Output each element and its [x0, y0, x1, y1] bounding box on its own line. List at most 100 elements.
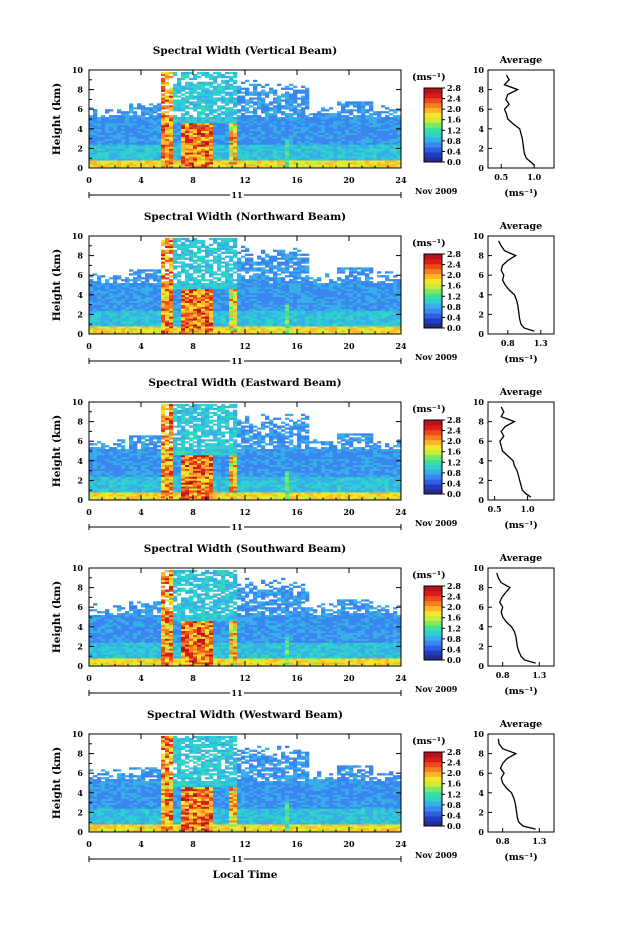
colorbar-swatch [424, 323, 442, 329]
colorbar-tick-label: 2.4 [447, 426, 461, 436]
average-x-tick-label: 0.8 [501, 338, 515, 348]
y-tick-label: 8 [77, 749, 83, 759]
heatmap-field [89, 403, 402, 501]
y-tick-label: 8 [77, 251, 83, 261]
colorbar-swatch [424, 283, 442, 289]
x-tick-label: 24 [395, 341, 407, 351]
colorbar-tick-label: 2.0 [447, 436, 461, 446]
average-x-tick-label: 1.0 [527, 172, 541, 182]
average-x-label: (ms⁻¹) [504, 354, 538, 365]
colorbar-swatch [424, 615, 442, 621]
colorbar-swatch [424, 655, 442, 661]
colorbar-swatch [424, 449, 442, 455]
average-x-tick-label: 1.3 [532, 670, 546, 680]
colorbar-swatch [424, 434, 442, 441]
average-title: Average [499, 55, 542, 66]
colorbar-unit: (ms⁻¹) [412, 570, 446, 581]
heatmap-field [89, 735, 402, 833]
colorbar-unit: (ms⁻¹) [412, 72, 446, 83]
colorbar-swatch [424, 650, 442, 656]
y-tick-label: 2 [77, 143, 83, 153]
x-tick-label: 24 [395, 673, 407, 683]
colorbar-tick-label: 0.0 [447, 489, 461, 499]
colorbar-swatch [424, 586, 442, 592]
colorbar-swatch [424, 273, 442, 280]
average-y-tick-label: 6 [478, 768, 484, 778]
colorbar-swatch [424, 112, 442, 118]
x-tick-label: 8 [190, 507, 196, 517]
average-y-tick-label: 8 [478, 417, 484, 427]
colorbar-swatch [424, 117, 442, 123]
colorbar-swatch [424, 429, 442, 436]
colorbar-tick-label: 2.8 [447, 83, 461, 93]
average-y-tick-label: 0 [478, 495, 484, 505]
colorbar-frame [423, 253, 443, 329]
x-tick-label: 4 [138, 507, 144, 517]
y-tick-label: 8 [77, 583, 83, 593]
y-tick-label: 10 [72, 729, 84, 739]
colorbar-tick-label: 2.8 [447, 581, 461, 591]
colorbar: 0.00.40.81.21.62.02.42.8(ms⁻¹) [412, 72, 461, 167]
colorbar-swatch [424, 102, 442, 109]
average-frame [487, 401, 555, 501]
average-title: Average [499, 719, 542, 730]
y-tick-label: 2 [77, 475, 83, 485]
y-tick-label: 6 [77, 602, 83, 612]
colorbar-swatch [424, 479, 442, 485]
x-tick-label: 20 [343, 175, 355, 185]
average-line [499, 406, 532, 498]
average-title: Average [499, 553, 542, 564]
average-profile: Average 0 2 4 6 8 10 0.8 1.3 (ms⁻¹) [473, 221, 555, 365]
date-label: Nov 2009 [415, 518, 458, 528]
colorbar-tick-label: 2.8 [447, 249, 461, 259]
x-tick-label: 0 [86, 673, 92, 683]
colorbar-tick-label: 0.8 [447, 136, 461, 146]
date-label: Nov 2009 [415, 850, 458, 860]
average-y-tick-label: 10 [473, 65, 485, 75]
panel-3: Spectral Width (Eastward Beam)0246810Hei… [51, 377, 555, 532]
colorbar-swatch [424, 781, 442, 787]
colorbar-tick-label: 2.0 [447, 270, 461, 280]
x-tick-label: 0 [86, 507, 92, 517]
colorbar-tick-label: 2.0 [447, 104, 461, 114]
y-tick-label: 4 [77, 290, 83, 300]
colorbar-swatch [424, 137, 442, 143]
day-label: 11 [231, 356, 242, 366]
average-frame [487, 235, 555, 335]
colorbar-swatch [424, 424, 442, 431]
x-axis-label: Local Time [213, 869, 278, 881]
colorbar-swatch [424, 489, 442, 495]
average-line [497, 738, 536, 830]
colorbar: 0.00.40.81.21.62.02.42.8(ms⁻¹) [412, 736, 461, 831]
colorbar-swatch [424, 640, 442, 646]
colorbar-tick-label: 1.6 [447, 779, 461, 789]
average-profile: Average 0 2 4 6 8 10 0.8 1.3 (ms⁻¹) [473, 719, 555, 863]
colorbar-tick-label: 0.0 [447, 157, 461, 167]
colorbar-tick-label: 0.0 [447, 655, 461, 665]
colorbar-swatch [424, 816, 442, 822]
colorbar-swatch [424, 776, 442, 782]
x-tick-label: 8 [190, 341, 196, 351]
colorbar-swatch [424, 258, 442, 265]
colorbar-swatch [424, 454, 442, 460]
colorbar-swatch [424, 595, 442, 602]
colorbar-swatch [424, 288, 442, 294]
colorbar-tick-label: 0.4 [447, 478, 461, 488]
date-label: Nov 2009 [415, 186, 458, 196]
x-tick-label: 12 [239, 507, 250, 517]
colorbar-swatch [424, 268, 442, 275]
average-profile: Average 0 2 4 6 8 10 0.8 1.3 (ms⁻¹) [473, 553, 555, 697]
colorbar: 0.00.40.81.21.62.02.42.8(ms⁻¹) [412, 570, 461, 665]
x-tick-label: 20 [343, 507, 355, 517]
colorbar-swatch [424, 459, 442, 465]
x-tick-label: 16 [291, 341, 303, 351]
colorbar-frame [423, 419, 443, 495]
colorbar-swatch [424, 761, 442, 768]
average-x-label: (ms⁻¹) [504, 852, 538, 863]
average-frame [487, 69, 555, 169]
average-y-tick-label: 6 [478, 436, 484, 446]
colorbar-swatch [424, 107, 442, 114]
colorbar-swatch [424, 469, 442, 475]
average-x-tick-label: 0.5 [494, 172, 508, 182]
colorbar-swatch [424, 254, 442, 260]
